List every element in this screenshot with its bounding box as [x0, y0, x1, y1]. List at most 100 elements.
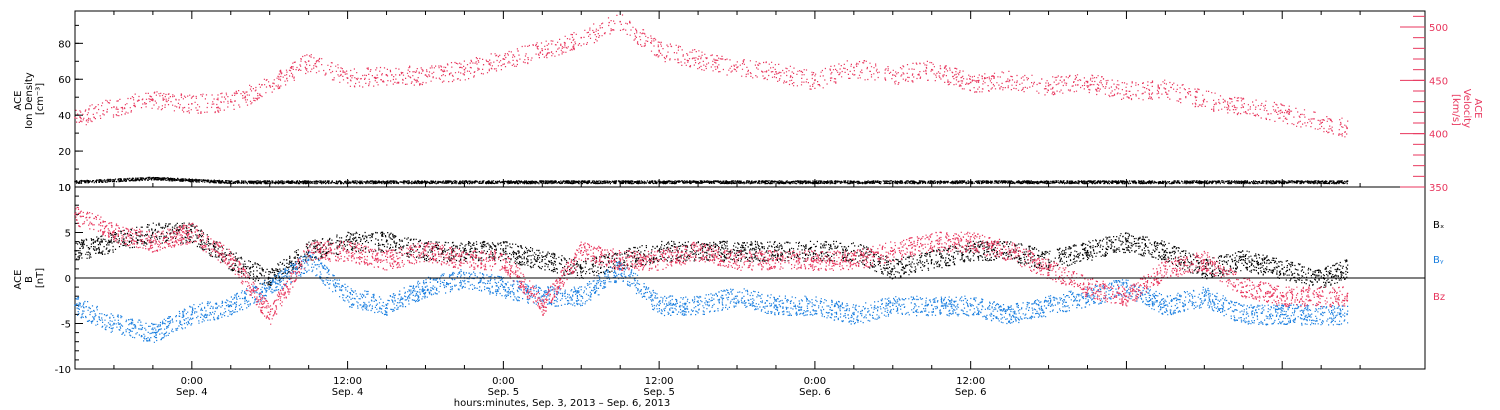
bz-series-point: [463, 259, 466, 261]
by-series-cloud: [75, 251, 1349, 343]
velocity-tick-label: 400: [1429, 130, 1448, 141]
bz-series-point: [541, 304, 544, 307]
by-series-point: [1125, 286, 1128, 288]
bx-series-point: [502, 249, 505, 252]
by-series-point: [580, 295, 582, 297]
bz-series-point: [853, 259, 855, 261]
velocity-series-point: [814, 79, 816, 82]
series-layer: [74, 14, 1349, 343]
bx-series-point: [113, 240, 115, 243]
velocity-tick-label: 350: [1429, 183, 1448, 194]
density-axis-title-line3: [cm⁻³]: [35, 83, 46, 115]
velocity-series-point: [697, 58, 699, 60]
date-tick-label: Sep. 5: [643, 387, 675, 398]
b-field-axis-ticks: -10 -5 0 5 10: [55, 183, 83, 376]
velocity-series-point: [307, 60, 310, 62]
velocity-axis-title: ACE Velocity [km/s]: [1450, 89, 1483, 131]
bx-series-point: [1086, 249, 1089, 252]
velocity-series-point: [424, 74, 427, 76]
velocity-series-point: [619, 20, 621, 23]
time-tick-label: 0:00: [181, 376, 203, 387]
bz-series-point: [191, 231, 193, 234]
bz-series-point: [1164, 268, 1167, 270]
date-tick-label: Sep. 4: [176, 387, 208, 398]
velocity-series-point: [1125, 90, 1128, 92]
velocity-series-point: [775, 71, 777, 73]
by-series-point: [346, 295, 349, 297]
bz-series-point: [385, 259, 388, 261]
b-field-axis-title-line1: ACE: [13, 270, 24, 290]
bx-series-point: [346, 240, 349, 243]
velocity-series-point: [541, 49, 544, 52]
density-series-point: [775, 180, 777, 183]
velocity-tick-label: 450: [1429, 76, 1448, 87]
density-axis-title-line2: Ion Density: [24, 72, 35, 129]
time-tick-label: 12:00: [645, 376, 674, 387]
top-panel-frame: [74, 10, 1426, 188]
time-tick-label: 12:00: [956, 376, 985, 387]
bx-series-point: [892, 268, 894, 270]
bz-series-point: [1242, 286, 1245, 288]
velocity-series-point: [580, 36, 582, 39]
velocity-series-point: [969, 81, 972, 84]
by-series-point: [1281, 313, 1283, 316]
by-series-point: [1203, 295, 1206, 297]
bz-series-point: [1203, 259, 1206, 261]
bx-series-point: [969, 249, 972, 252]
bx-series-point: [385, 240, 388, 243]
by-series-point: [1008, 313, 1011, 316]
bx-series-point: [152, 231, 154, 234]
bz-series-point: [502, 259, 505, 261]
bz-series-point: [814, 259, 816, 261]
b-field-tick-label: -10: [55, 365, 71, 376]
bx-series-point: [74, 249, 76, 252]
bz-series-point: [658, 259, 660, 261]
velocity-series-point: [463, 68, 466, 71]
density-series-point: [230, 180, 232, 183]
b-field-tick-label: -5: [61, 320, 71, 331]
b-field-tick-label: 10: [58, 183, 71, 194]
density-series-point: [892, 180, 894, 183]
time-tick-label: 0:00: [804, 376, 826, 387]
bz-series-point: [1320, 295, 1322, 297]
bx-series-point: [1242, 259, 1245, 261]
by-series-point: [814, 304, 816, 307]
density-tick-label: 20: [58, 147, 71, 158]
by-series-point: [74, 304, 76, 307]
bx-series-point: [1125, 240, 1128, 243]
density-tick-label: 80: [58, 39, 71, 50]
velocity-series-cloud: [75, 14, 1349, 138]
bz-series-point: [697, 249, 699, 252]
bz-series-point: [930, 240, 933, 243]
legend-bx: Bₓ: [1433, 220, 1444, 231]
velocity-series-point: [1281, 111, 1283, 114]
date-tick-label: Sep. 6: [955, 387, 987, 398]
bz-series-point: [1008, 249, 1011, 252]
density-series-point: [74, 180, 76, 183]
bx-series-point: [1164, 249, 1167, 252]
density-series: [74, 176, 1349, 185]
bx-series-point: [775, 249, 777, 252]
by-series-point: [969, 304, 972, 307]
velocity-series-point: [1346, 127, 1348, 130]
by-series-point: [385, 304, 388, 307]
velocity-series-point: [1008, 79, 1011, 82]
density-series-cloud: [75, 176, 1349, 185]
velocity-series-point: [1047, 84, 1050, 87]
velocity-series-point: [1086, 81, 1089, 84]
velocity-series-point: [230, 100, 232, 103]
by-series-point: [502, 286, 505, 288]
time-tick-label: 0:00: [492, 376, 514, 387]
velocity-series-point: [1164, 88, 1167, 90]
velocity-series-point: [658, 49, 660, 52]
by-series: [74, 251, 1349, 343]
by-series-point: [930, 304, 933, 307]
bx-series-point: [658, 249, 660, 252]
date-tick-label: Sep. 6: [799, 387, 831, 398]
bz-series-point: [346, 249, 349, 252]
bz-series-point: [74, 213, 76, 216]
density-series-point: [191, 179, 193, 181]
velocity-series-point: [152, 98, 154, 101]
by-series-point: [191, 313, 193, 316]
